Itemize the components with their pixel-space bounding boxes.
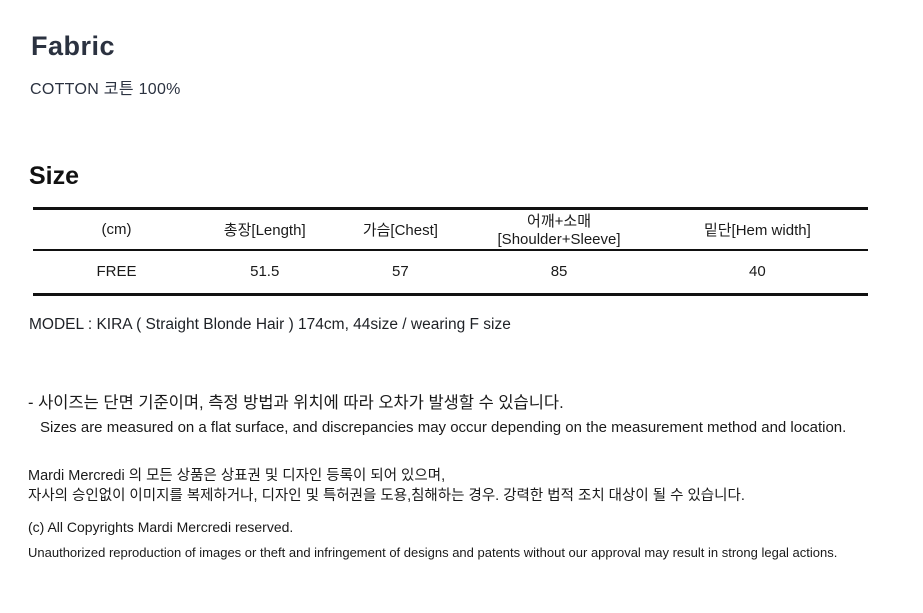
measurement-note: - 사이즈는 단면 기준이며, 측정 방법과 위치에 따라 오차가 발생할 수 …: [28, 394, 923, 437]
brand-legal-notice-line2: 자사의 승인없이 이미지를 복제하거나, 디자인 및 특허권을 도용,침해하는 …: [28, 488, 745, 505]
size-chart-cell-size-name: FREE: [96, 263, 137, 281]
product-info-page: Fabric COTTON 코튼 100% Size (cm) 총장[Lengt…: [0, 33, 923, 613]
size-chart-table: (cm) 총장[Length] 가슴[Chest] 어깨+소매[Shoulder…: [33, 207, 868, 297]
model-info-text: MODEL : KIRA ( Straight Blonde Hair ) 17…: [29, 316, 511, 334]
copyright-notice: (c) All Copyrights Mardi Mercredi reserv…: [28, 519, 923, 560]
size-chart-header-row: (cm) 총장[Length] 가슴[Chest] 어깨+소매[Shoulder…: [33, 209, 868, 250]
size-chart-header-hem-width: 밑단[Hem width]: [703, 221, 811, 239]
size-chart-header-chest: 가슴[Chest]: [362, 221, 438, 239]
size-chart-header-unit: (cm): [101, 220, 132, 238]
size-section-title: Size: [29, 162, 80, 191]
size-chart-data-row: FREE 51.5 57 85 40: [33, 250, 868, 295]
size-chart-header-length: 총장[Length]: [223, 221, 306, 239]
size-chart-cell-length: 51.5: [250, 263, 280, 281]
copyright-line: (c) All Copyrights Mardi Mercredi reserv…: [28, 518, 294, 535]
measurement-note-english: Sizes are measured on a flat surface, an…: [40, 418, 847, 436]
copyright-warning-line: Unauthorized reproduction of images or t…: [28, 544, 838, 560]
size-chart-cell-shoulder-sleeve: 85: [550, 263, 568, 281]
brand-legal-notice-line1: Mardi Mercredi 의 모든 상품은 상표권 및 디자인 등록이 되어…: [28, 467, 446, 484]
size-chart-cell-hem-width: 40: [749, 263, 766, 281]
size-chart-cell-chest: 57: [392, 263, 409, 281]
brand-legal-notice: Mardi Mercredi 의 모든 상품은 상표권 및 디자인 등록이 되어…: [28, 466, 923, 507]
fabric-composition-text: COTTON 코튼 100%: [30, 81, 181, 98]
size-chart-header-shoulder-sleeve: 어깨+소매[Shoulder+Sleeve]: [497, 213, 621, 249]
fabric-section-title: Fabric: [31, 31, 116, 61]
measurement-note-korean: - 사이즈는 단면 기준이며, 측정 방법과 위치에 따라 오차가 발생할 수 …: [28, 393, 564, 412]
